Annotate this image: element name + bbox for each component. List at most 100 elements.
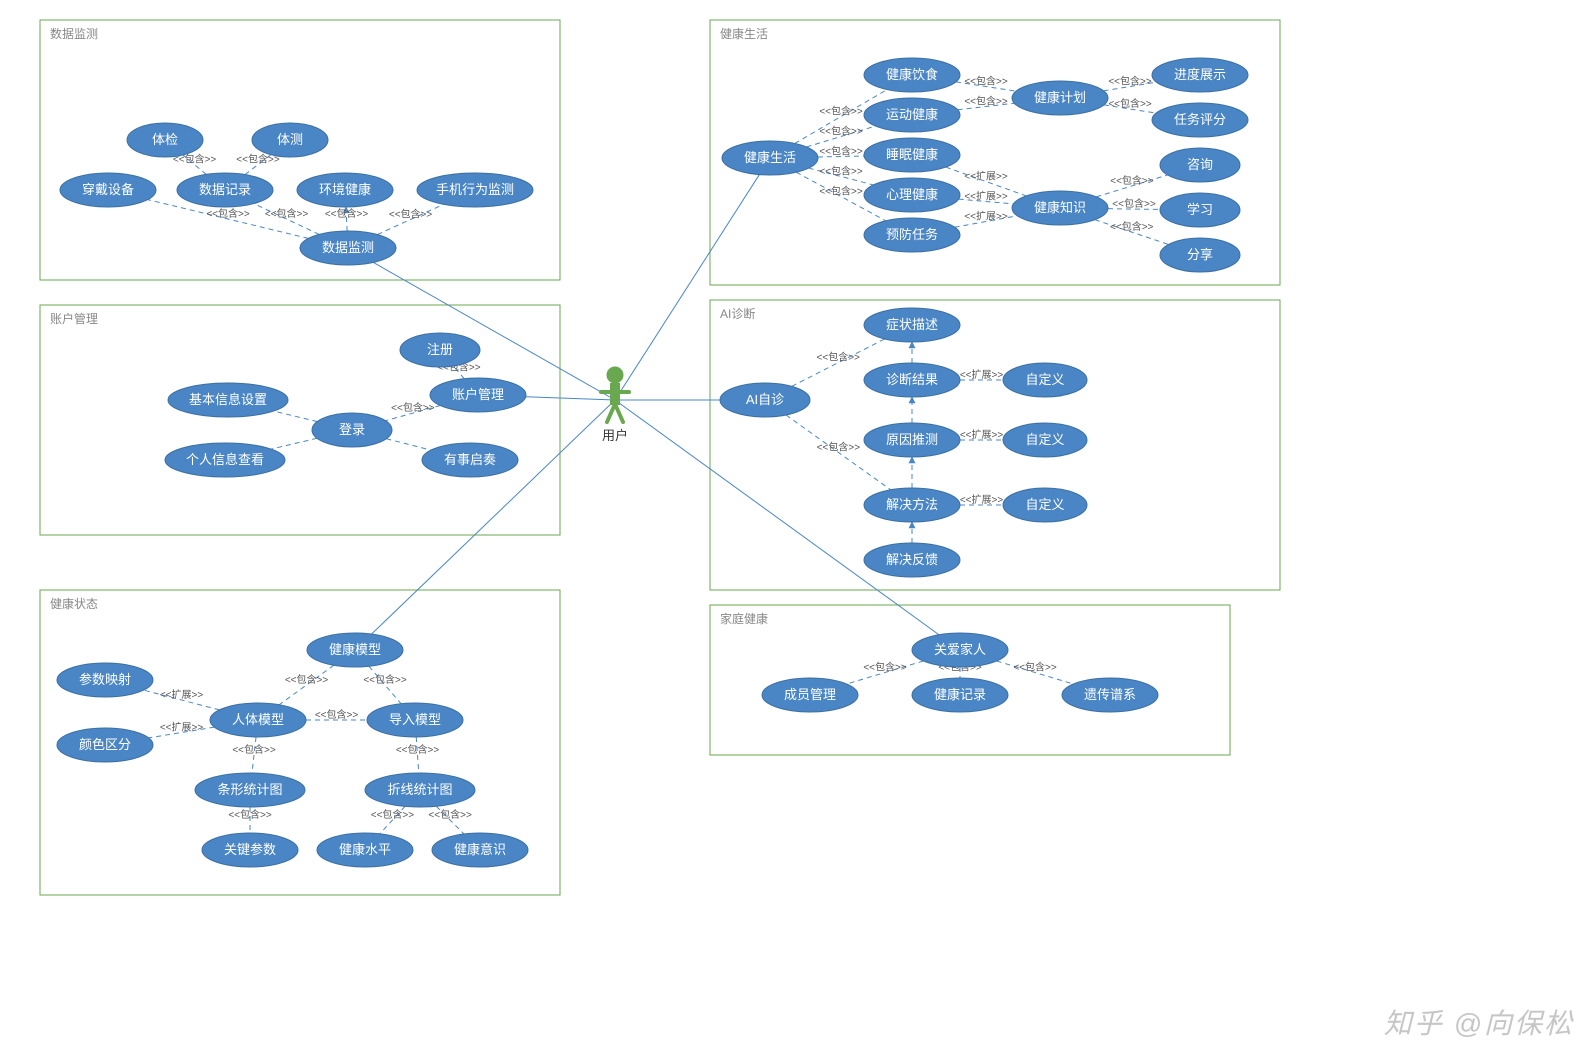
edge-label: <<包含>> bbox=[265, 207, 309, 220]
edge-label: <<包含>> bbox=[817, 440, 861, 453]
edge-label: <<包含>> bbox=[1108, 97, 1152, 110]
edge-label: <<包含>> bbox=[964, 75, 1008, 88]
usecase-label: 健康饮食 bbox=[886, 67, 938, 82]
usecase-label: 手机行为监测 bbox=[436, 182, 514, 197]
usecase-label: 运动健康 bbox=[886, 107, 938, 122]
usecase-label: 学习 bbox=[1187, 202, 1213, 217]
usecase-label: 注册 bbox=[427, 342, 453, 357]
usecase-label: 心理健康 bbox=[886, 187, 938, 202]
association-edge bbox=[372, 400, 615, 634]
edge-label: <<包含>> bbox=[371, 808, 415, 821]
usecase-label: 人体模型 bbox=[232, 712, 284, 727]
usecase-label: 关键参数 bbox=[224, 842, 276, 857]
edge-label: <<包含>> bbox=[819, 125, 863, 138]
edge-label: <<扩展>> bbox=[964, 210, 1008, 223]
usecase-label: 导入模型 bbox=[389, 712, 441, 727]
edge-label: <<包含>> bbox=[1013, 661, 1057, 674]
edge-label: <<包含>> bbox=[396, 743, 440, 756]
usecase-label: 健康知识 bbox=[1034, 200, 1086, 215]
edge-label: <<包含>> bbox=[817, 351, 861, 364]
usecase-label: 成员管理 bbox=[784, 687, 836, 702]
usecase-label: 诊断结果 bbox=[886, 372, 938, 387]
system-boundary-title: 数据监测 bbox=[50, 26, 98, 41]
usecase-label: 数据监测 bbox=[322, 240, 374, 255]
edge-label: <<扩展>> bbox=[960, 368, 1004, 381]
usecase-label: 进度展示 bbox=[1174, 67, 1226, 82]
edge-label: <<扩展>> bbox=[964, 170, 1008, 183]
watermark: 知乎 @向保松 bbox=[1384, 1002, 1574, 1042]
edge-label: <<包含>> bbox=[389, 207, 433, 220]
edge-label: <<包含>> bbox=[1108, 75, 1152, 88]
usecase-label: 解决方法 bbox=[886, 497, 938, 512]
usecase-label: 自定义 bbox=[1025, 372, 1064, 387]
usecase-label: 健康水平 bbox=[339, 842, 391, 857]
usecase-label: 分享 bbox=[1187, 247, 1213, 262]
usecase-label: 健康记录 bbox=[934, 687, 986, 702]
usecase-label: 折线统计图 bbox=[387, 782, 452, 797]
edge-label: <<包含>> bbox=[391, 401, 435, 414]
edge-label: <<包含>> bbox=[819, 105, 863, 118]
usecase-label: 健康意识 bbox=[454, 842, 506, 857]
usecase-label: 条形统计图 bbox=[217, 782, 282, 797]
system-boundary-title: 账户管理 bbox=[50, 311, 98, 326]
usecase-label: 自定义 bbox=[1025, 497, 1064, 512]
dependency-edge bbox=[271, 438, 317, 449]
system-boundary bbox=[710, 300, 1280, 590]
usecase-label: 个人信息查看 bbox=[186, 452, 264, 467]
usecase-label: 体检 bbox=[152, 132, 178, 147]
usecase-label: 解决反馈 bbox=[886, 552, 938, 567]
edge-label: <<包含>> bbox=[819, 145, 863, 158]
usecase-label: 穿戴设备 bbox=[82, 182, 134, 197]
usecase-label: 基本信息设置 bbox=[189, 392, 267, 407]
edge-label: <<包含>> bbox=[428, 808, 472, 821]
usecase-label: 健康生活 bbox=[744, 150, 796, 165]
usecase-label: 账户管理 bbox=[452, 387, 504, 402]
usecase-label: 遗传谱系 bbox=[1084, 687, 1136, 702]
system-boundary-title: AI诊断 bbox=[720, 306, 755, 321]
usecase-label: 参数映射 bbox=[79, 672, 131, 687]
usecase-label: 环境健康 bbox=[319, 182, 371, 197]
usecase-label: 登录 bbox=[339, 422, 365, 437]
usecase-label: 任务评分 bbox=[1174, 112, 1226, 127]
usecase-label: 自定义 bbox=[1025, 432, 1064, 447]
edge-label: <<扩展>> bbox=[160, 721, 204, 734]
edge-label: <<包含>> bbox=[863, 661, 907, 674]
edge-label: <<包含>> bbox=[1110, 174, 1154, 187]
system-boundary-title: 健康生活 bbox=[720, 26, 768, 41]
usecase-label: 体测 bbox=[277, 132, 303, 147]
edge-label: <<包含>> bbox=[285, 673, 329, 686]
edge-label: <<包含>> bbox=[1112, 197, 1156, 210]
dependency-edge bbox=[274, 411, 318, 422]
usecase-label: 预防任务 bbox=[886, 227, 938, 242]
usecase-label: 健康计划 bbox=[1034, 90, 1086, 105]
edge-label: <<扩展>> bbox=[960, 428, 1004, 441]
edge-label: <<包含>> bbox=[964, 95, 1008, 108]
system-boundary-title: 健康状态 bbox=[50, 596, 98, 611]
dependency-edge bbox=[386, 439, 431, 450]
association-edge bbox=[526, 397, 615, 400]
system-boundary bbox=[40, 305, 560, 535]
actor-label: 用户 bbox=[602, 428, 628, 443]
usecase-label: 关爱家人 bbox=[934, 642, 986, 657]
edge-label: <<扩展>> bbox=[960, 493, 1004, 506]
usecase-diagram: 数据监测账户管理健康状态 健康生活 AI诊断家庭健康 <<包含>> <<包含>> <<包含… bbox=[0, 0, 1594, 1052]
usecase-label: 原因推测 bbox=[886, 432, 938, 447]
system-boundary-title: 家庭健康 bbox=[720, 611, 768, 626]
usecase-label: 咨询 bbox=[1187, 157, 1213, 172]
usecase-label: 颜色区分 bbox=[79, 737, 131, 752]
edge-label: <<包含>> bbox=[1110, 220, 1154, 233]
edge-label: <<包含>> bbox=[363, 673, 407, 686]
usecase-label: 数据记录 bbox=[199, 182, 251, 197]
edge-label: <<包含>> bbox=[819, 165, 863, 178]
edge-label: <<扩展>> bbox=[964, 190, 1008, 203]
edge-label: <<包含>> bbox=[315, 708, 359, 721]
association-edge bbox=[615, 175, 759, 400]
edge-label: <<扩展>> bbox=[160, 688, 204, 701]
edge-label: <<包含>> bbox=[232, 743, 276, 756]
usecase-label: AI自诊 bbox=[746, 392, 784, 407]
edge-label: <<包含>> bbox=[325, 207, 369, 220]
edge-label: <<包含>> bbox=[819, 185, 863, 198]
edge-label: <<包含>> bbox=[228, 808, 272, 821]
usecase-label: 睡眠健康 bbox=[886, 147, 938, 162]
usecase-label: 症状描述 bbox=[886, 317, 938, 332]
